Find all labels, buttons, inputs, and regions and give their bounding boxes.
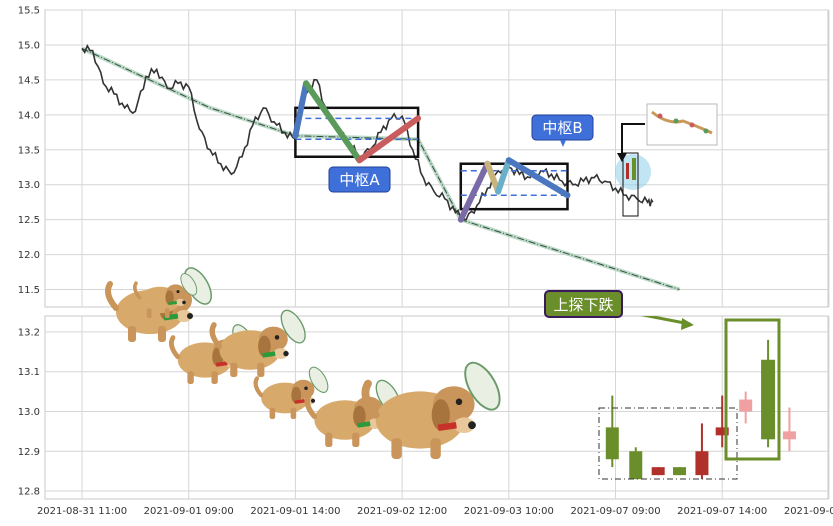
callout-arrow-head — [681, 318, 694, 330]
x-tick-label: 2021-09-03 10:00 — [464, 506, 554, 517]
y-tick-label: 15.0 — [18, 40, 40, 51]
x-tick-label: 2021-09-08 12:00 — [784, 506, 833, 517]
y-tick-label: 12.8 — [18, 487, 40, 498]
stroke-segment — [356, 115, 422, 164]
candle-body — [629, 451, 643, 480]
y-tick-label: 13.0 — [18, 180, 40, 191]
trend-line — [81, 47, 680, 291]
y-tick-label: 14.5 — [18, 75, 40, 86]
y-tick-label: 13.0 — [18, 407, 40, 418]
stroke-segment — [505, 157, 571, 199]
dog-sticker — [209, 309, 306, 377]
mini-candle — [626, 163, 629, 179]
stroke-segment — [292, 80, 310, 139]
stroke-segment — [457, 160, 491, 223]
bottom-y-axis: 13.2 13.1 13.0 12.9 12.8 — [18, 327, 40, 497]
candle-body — [695, 451, 709, 476]
y-tick-label: 13.1 — [18, 367, 40, 378]
x-tick-label: 2021-09-02 12:00 — [357, 506, 447, 517]
stroke-segment — [303, 80, 363, 164]
x-tick-label: 2021-08-31 11:00 — [37, 506, 127, 517]
trend-line-layer — [81, 46, 681, 292]
arrow-head — [617, 153, 627, 162]
pivot-a-label: 中枢A — [328, 166, 391, 193]
stroke-segments-layer — [292, 80, 571, 223]
candle-body — [651, 467, 665, 476]
top-y-axis: 15.5 15.0 14.5 14.0 13.5 13.0 12.5 12.0 11.5 — [18, 6, 40, 297]
mini-candle — [632, 158, 636, 180]
x-tick-label: 2021-09-07 14:00 — [677, 506, 767, 517]
x-tick-label: 2021-09-01 14:00 — [250, 506, 340, 517]
pivot-b-label-text: 中枢B — [542, 119, 582, 137]
panel-frames — [44, 9, 829, 500]
candlestick-layer — [605, 339, 796, 480]
pivot-b-label: 中枢B — [531, 114, 594, 147]
y-tick-label: 12.5 — [18, 215, 40, 226]
zoom-marker-box — [622, 152, 639, 217]
y-tick-label: 14.0 — [18, 110, 40, 121]
y-tick-label: 12.9 — [18, 447, 40, 458]
candle-body — [782, 431, 796, 440]
thumbnail-sticker — [646, 103, 718, 146]
y-tick-label: 13.2 — [18, 327, 40, 338]
y-tick-label: 15.5 — [18, 6, 40, 17]
stroke-segment — [484, 160, 502, 195]
top-panel-frame — [44, 9, 829, 308]
candle-group-box — [598, 407, 738, 480]
candle-body — [761, 359, 776, 440]
y-tick-label: 13.5 — [18, 145, 40, 156]
candle-body — [715, 427, 729, 436]
x-tick-label: 2021-09-01 09:00 — [144, 506, 234, 517]
dog-sticker — [133, 273, 198, 318]
pivot-a-label-text: 中枢A — [339, 171, 380, 189]
x-axis: 2021-08-31 11:00 2021-09-01 09:00 2021-09-… — [37, 506, 833, 517]
candle-body — [739, 399, 753, 412]
y-tick-label: 12.0 — [18, 250, 40, 261]
dog-stickers — [105, 267, 501, 459]
dog-sticker — [361, 361, 501, 459]
y-tick-label: 11.5 — [18, 285, 40, 296]
callout-label-text: 上探下跌 — [553, 296, 613, 314]
top-panel-decor — [615, 103, 718, 217]
x-tick-label: 2021-09-07 09:00 — [570, 506, 660, 517]
candle-body — [605, 427, 619, 460]
callout-label: 上探下跌 — [544, 290, 623, 318]
highlight-box — [724, 318, 781, 461]
callout-arrow — [640, 316, 691, 326]
stroke-segment — [495, 157, 512, 195]
connector-arrow — [621, 123, 645, 157]
candle-body — [673, 467, 687, 476]
